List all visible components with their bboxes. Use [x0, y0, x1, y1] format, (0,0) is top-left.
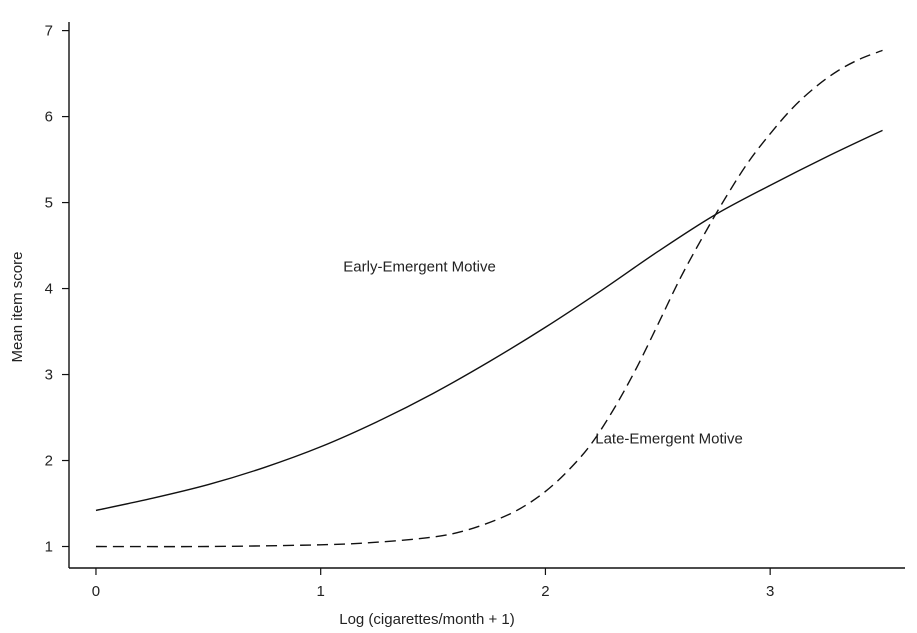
axes	[68, 22, 905, 569]
late-emergent-motive-line	[95, 49, 883, 548]
y-ticks: 1 2 3 4 5 6 7	[45, 23, 69, 556]
x-tick-label: 2	[541, 583, 549, 600]
series-group	[95, 49, 883, 548]
x-tick-label: 0	[92, 583, 100, 600]
y-tick-label: 1	[45, 539, 53, 556]
y-axis-label: Mean item score	[9, 252, 26, 363]
y-tick-label: 5	[45, 195, 53, 212]
x-tick-label: 3	[766, 583, 774, 600]
x-tick-label: 1	[317, 583, 325, 600]
x-axis-label: Log (cigarettes/month + 1)	[339, 611, 515, 628]
x-ticks: 0 1 2 3	[92, 568, 774, 600]
y-tick-label: 2	[45, 453, 53, 470]
series-annotation: Early-Emergent Motive	[343, 258, 496, 275]
early-emergent-motive-line	[95, 129, 883, 512]
y-tick-label: 6	[45, 109, 53, 126]
y-tick-label: 4	[45, 281, 53, 298]
annotations: Early-Emergent Motive Late-Emergent Motiv…	[343, 258, 743, 447]
y-tick-label: 3	[45, 367, 53, 384]
y-tick-label: 7	[45, 23, 53, 40]
series-annotation: Late-Emergent Motive	[595, 430, 743, 447]
